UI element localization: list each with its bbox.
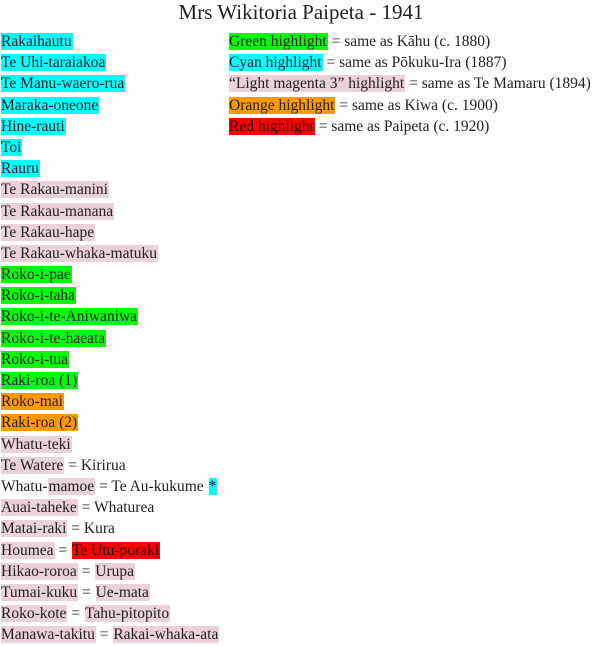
genealogy-row: Roko-i-taha	[1, 285, 219, 306]
highlighted-name: Auai-taheke	[1, 499, 78, 517]
genealogy-row: Hine-rauti	[1, 116, 219, 137]
legend-description: = same as Te Mamaru (1894)	[405, 75, 591, 93]
highlighted-name: Roko-i-pae	[1, 266, 72, 284]
legend-item: “Light magenta 3” highlight = same as Te…	[229, 73, 591, 94]
highlighted-name: Hikao-roroa	[1, 562, 78, 580]
genealogy-row: Toi	[1, 137, 219, 158]
genealogy-row: Whatu-teki	[1, 434, 219, 455]
legend-item: Cyan highlight = same as Pōkuku-Ira (188…	[229, 52, 591, 73]
legend-swatch-label: “Light magenta 3” highlight	[229, 75, 406, 93]
legend-description: = same as Paipeta (c. 1920)	[314, 117, 490, 135]
genealogy-row: Roko-i-te-haeata	[1, 328, 219, 349]
legend-description: = same as Pōkuku-Ira (1887)	[322, 54, 507, 72]
genealogy-row: Te Rakau-manini	[1, 179, 219, 200]
page-title: Mrs Wikitoria Paipeta - 1941	[178, 0, 424, 24]
legend-swatch-label: Green highlight	[229, 33, 328, 50]
highlighted-name: Te Manu-waero-rua	[1, 75, 126, 93]
legend-item: Green highlight = same as Kāhu (c. 1880)	[229, 31, 591, 52]
highlighted-name: Roko-i-te-haeata	[1, 329, 107, 347]
genealogy-row: Te Rakau-manana	[1, 201, 219, 222]
genealogy-row: Raki-roa (2)	[1, 412, 219, 433]
highlighted-name: Manawa-takitu	[1, 626, 96, 644]
highlighted-name: Roko-i-te-Aniwaniwa	[1, 308, 139, 326]
highlighted-name: Roko-mai	[1, 393, 64, 411]
genealogy-row: Maraka-oneone	[1, 95, 219, 116]
connector-text: Whatu-	[1, 477, 48, 495]
highlighted-name: Tahu-pitopito	[84, 605, 171, 623]
genealogy-row: Manawa-takitu = Rakai-whaka-ata	[1, 624, 220, 645]
legend-description: = same as Kiwa (c. 1900)	[335, 96, 498, 114]
legend-swatch-label: Red highlight	[229, 117, 315, 135]
highlighted-name: Roko-i-tua	[1, 350, 70, 368]
genealogy-row: Matai-raki = Kura	[1, 518, 219, 539]
legend-swatch-label: Cyan highlight	[229, 54, 323, 72]
genealogy-row: Auai-taheke = Whaturea	[1, 497, 219, 518]
highlighted-name: Ue-mata	[95, 583, 150, 601]
highlighted-name: Toi	[1, 138, 23, 156]
genealogy-row: Roko-i-pae	[1, 264, 219, 285]
genealogy-row: Raki-roa (1)	[1, 370, 219, 391]
highlighted-name: Raki-roa (1)	[1, 372, 79, 389]
highlighted-name: Roko-kote	[1, 605, 68, 623]
highlight-legend: Green highlight = same as Kāhu (c. 1880)…	[229, 31, 591, 137]
highlighted-name: Rakaihautu	[1, 33, 73, 50]
highlighted-name: Te Rakau-hape	[1, 223, 96, 241]
genealogy-row: Te Rakau-hape	[1, 222, 219, 243]
genealogy-row: Te Manu-waero-rua	[1, 73, 219, 94]
highlighted-name: Maraka-oneone	[1, 96, 100, 114]
connector-text: = Whaturea	[77, 499, 155, 517]
highlighted-name: Hine-rauti	[1, 117, 66, 135]
highlighted-name: Te Rakau-whaka-matuku	[1, 244, 159, 262]
connector-text: = Kura	[67, 520, 115, 538]
highlighted-name: Te Rakau-manana	[1, 202, 115, 220]
highlighted-name: Te Utu-poraki	[72, 541, 161, 559]
genealogy-row: Roko-i-te-Aniwaniwa	[1, 306, 219, 327]
highlighted-name: Raki-roa (2)	[1, 414, 79, 432]
highlighted-name: Urupa	[95, 562, 135, 580]
genealogy-row: Te Watere = Kirirua	[1, 455, 219, 476]
genealogy-row: Tumai-kuku = Ue-mata	[1, 582, 219, 603]
legend-swatch-label: Orange highlight	[229, 96, 336, 114]
genealogy-row: Rakaihautu	[1, 31, 219, 52]
genealogy-row: Roko-kote = Tahu-pitopito	[1, 603, 219, 624]
highlighted-name: mamoe	[48, 477, 96, 495]
highlighted-name: Tumai-kuku	[1, 583, 79, 601]
connector-text: = Te Au-kukume	[95, 477, 208, 495]
legend-item: Orange highlight = same as Kiwa (c. 1900…	[229, 95, 591, 116]
genealogy-row: Roko-i-tua	[1, 349, 219, 370]
highlighted-name: *	[208, 477, 218, 495]
connector-text: =	[95, 626, 113, 644]
highlighted-name: Houmea	[1, 541, 55, 559]
genealogy-row: Hikao-roroa = Urupa	[1, 561, 219, 582]
connector-text: = Kirirua	[64, 456, 126, 474]
genealogy-row: Te Uhi-taraiakoa	[1, 52, 219, 73]
genealogy-list: Rakaihautu Te Uhi-taraiakoa Te Manu-waero-…	[1, 31, 220, 645]
genealogy-row: Houmea = Te Utu-poraki	[1, 540, 219, 561]
highlighted-name: Rauru	[1, 160, 40, 178]
genealogy-row: Te Rakau-whaka-matuku	[1, 243, 219, 264]
highlighted-name: Te Watere	[1, 456, 65, 474]
highlighted-name: Te Uhi-taraiakoa	[1, 54, 107, 72]
highlighted-name: Rakai-whaka-ata	[113, 626, 220, 644]
connector-text: =	[54, 541, 72, 559]
connector-text: =	[67, 605, 84, 623]
genealogy-row: Rauru	[1, 158, 219, 179]
connector-text: =	[77, 562, 95, 580]
highlighted-name: Roko-i-taha	[1, 287, 77, 305]
genealogy-row: Whatu-mamoe = Te Au-kukume *	[1, 476, 219, 497]
highlighted-name: Matai-raki	[1, 520, 68, 538]
genealogy-row: Roko-mai	[1, 391, 219, 412]
highlighted-name: Whatu-teki	[1, 435, 72, 453]
highlighted-name: Te Rakau-manini	[1, 181, 109, 199]
legend-item: Red highlight = same as Paipeta (c. 1920…	[229, 116, 591, 137]
connector-text: =	[78, 583, 95, 601]
legend-description: = same as Kāhu (c. 1880)	[327, 33, 491, 50]
